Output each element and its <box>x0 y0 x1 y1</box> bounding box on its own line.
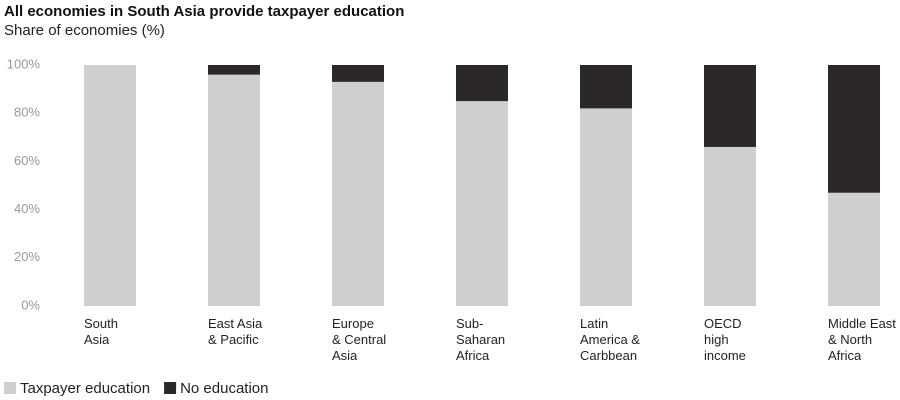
bar-segment <box>84 65 136 306</box>
bar-segment <box>456 65 508 102</box>
bar-segment <box>704 65 756 147</box>
bar-segment <box>580 108 632 306</box>
y-tick-label: 60% <box>14 153 40 168</box>
bar-segment <box>828 192 880 306</box>
x-tick-label: Latin America & Carbbean <box>580 316 640 363</box>
x-tick-label: South Asia <box>84 316 118 347</box>
x-tick-label: Europe & Central Asia <box>332 316 387 363</box>
bar-segment <box>208 65 260 75</box>
chart-subtitle: Share of economies (%) <box>4 22 165 39</box>
chart-title: All economies in South Asia provide taxp… <box>4 3 404 20</box>
x-tick-label: Sub- Saharan Africa <box>456 316 506 363</box>
legend-label: No education <box>180 380 268 397</box>
y-tick-label: 80% <box>14 105 40 120</box>
y-tick-label: 100% <box>7 56 41 71</box>
bar-segment <box>208 74 260 306</box>
x-tick-label: OECD high income <box>704 316 746 363</box>
legend-swatch <box>4 382 16 394</box>
x-tick-label: Middle East & North Africa <box>828 316 896 363</box>
bar-segment <box>704 146 756 306</box>
legend-label: Taxpayer education <box>20 380 150 397</box>
x-tick-label: East Asia & Pacific <box>208 316 263 347</box>
bar-segment <box>332 65 384 82</box>
bar-segment <box>580 65 632 109</box>
legend-swatch <box>164 382 177 394</box>
y-tick-label: 40% <box>14 201 40 216</box>
y-tick-label: 0% <box>21 297 40 312</box>
bar-segment <box>456 101 508 307</box>
y-tick-label: 20% <box>14 249 40 264</box>
bar-segment <box>332 81 384 307</box>
bar-segment <box>828 65 880 193</box>
